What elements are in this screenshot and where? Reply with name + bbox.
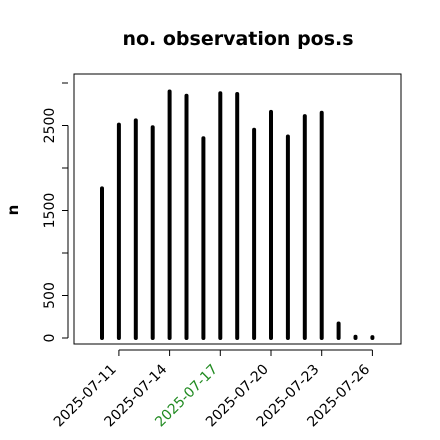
y-tick-label: 0 <box>42 334 58 343</box>
y-tick-label: 1500 <box>42 193 58 229</box>
y-tick-label: 2500 <box>42 108 58 144</box>
y-axis-label: n <box>4 205 22 216</box>
y-axis: 0 500 1500 2500 <box>42 82 69 343</box>
plot-frame <box>73 73 402 345</box>
x-axis: 2025-07-112025-07-142025-07-172025-07-20… <box>51 349 373 430</box>
chart-title: no. observation pos.s <box>122 28 353 50</box>
bars <box>100 89 375 340</box>
y-tick-label: 500 <box>42 282 58 309</box>
